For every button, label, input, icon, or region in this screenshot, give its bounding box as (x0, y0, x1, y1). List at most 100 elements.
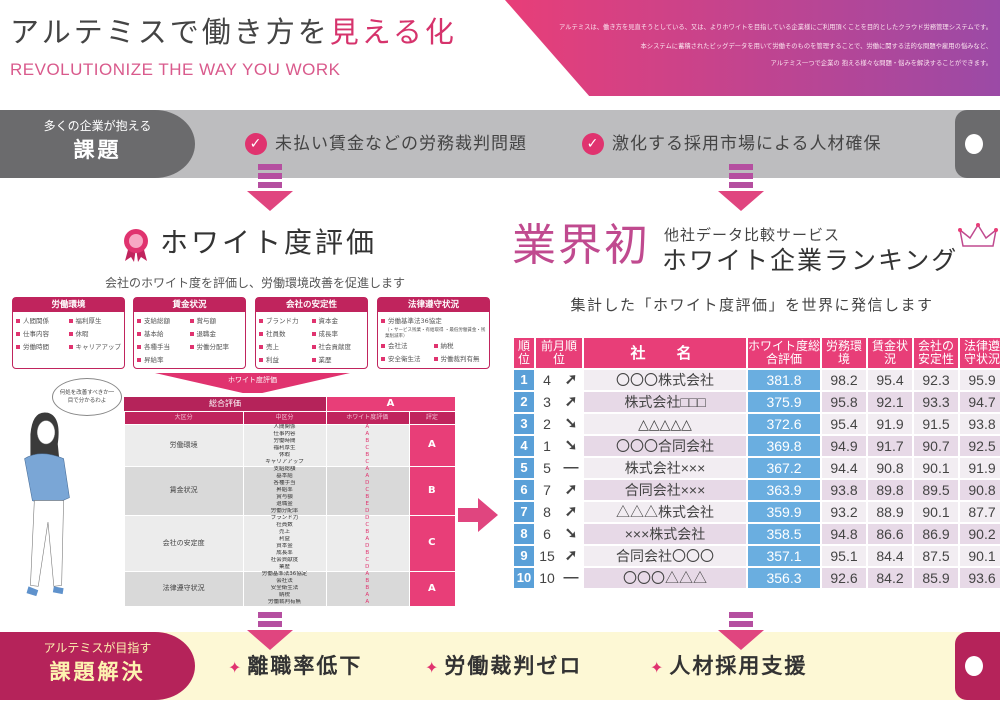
eval-sub-name: 退職金 (243, 501, 326, 508)
ranking-header-cell: 賃金状況 (868, 338, 913, 368)
eval-sub-grade: C (326, 522, 409, 529)
total-value: A (325, 397, 455, 411)
eval-row: 会社の安定度 ブランド力 D C (124, 515, 455, 571)
score-cell: 91.7 (868, 436, 913, 456)
rank-cell: 4 (514, 436, 534, 456)
category-item: 仕事内容 (16, 328, 69, 341)
sparkle-icon: ✦ (650, 658, 666, 677)
eval-row: 利益 A (124, 536, 455, 543)
score-cell: 92.3 (914, 370, 959, 390)
eval-sub-grade: E (326, 501, 409, 508)
category-title: 賃金状況 (134, 298, 245, 312)
eval-group-grade: A (408, 571, 455, 606)
eval-sub-grade: B (326, 494, 409, 501)
eval-row: 売上 B (124, 529, 455, 536)
eval-row: 基本給 A (124, 473, 455, 480)
solution-text: 労働裁判ゼロ (444, 654, 583, 678)
eval-group-name: 賃金状況 (124, 466, 243, 515)
company-name-cell: 株式会社□□□ (584, 392, 747, 412)
total-score-cell: 358.5 (748, 524, 821, 544)
score-cell: 93.6 (960, 568, 1000, 588)
eval-sub-name: 仕事内容 (243, 431, 326, 438)
solutions-lead: アルテミスが目指す 課題解決 (0, 632, 195, 700)
intro-line: アルテミス一つで企業の 抱える様々な問題・悩みを解決することができます。 (770, 60, 992, 67)
score-cell: 95.4 (868, 370, 913, 390)
category-item: 基本給 (137, 328, 190, 341)
trend-up-icon: ➚ (560, 480, 583, 500)
prev-rank-cell: 7 (536, 480, 558, 500)
eval-row: 仕事内容 A (124, 431, 455, 438)
eval-row: 労働分配率 D (124, 508, 455, 515)
solutions-lead-small: アルテミスが目指す (43, 641, 152, 655)
eval-sub-grade: A (326, 431, 409, 438)
score-cell: 90.2 (960, 524, 1000, 544)
eval-sub-name: 基本給 (243, 473, 326, 480)
eval-row: 昇給率 C (124, 487, 455, 494)
total-score-cell: 375.9 (748, 392, 821, 412)
eval-row: 労働環境 人間関係 A A (124, 424, 455, 466)
eval-sub-name: 安全衛生法 (243, 585, 326, 592)
eval-sub-name: ブランド力 (243, 515, 326, 522)
trend-down-icon: ➘ (560, 414, 583, 434)
page-subtitle: REVOLUTIONIZE THE WAY YOU WORK (10, 60, 341, 79)
solution-text: 離職率低下 (247, 654, 363, 678)
eval-sub-grade: A (326, 466, 409, 473)
eval-sub-grade: A (326, 571, 409, 578)
down-arrow-icon (247, 612, 293, 650)
eval-sub-name: 人間関係 (243, 424, 326, 431)
score-cell: 95.9 (960, 370, 1000, 390)
eval-sub-name: 休暇 (243, 452, 326, 459)
eval-group-name: 法律遵守状況 (124, 571, 243, 606)
eval-sub-grade: B (326, 452, 409, 459)
eval-row: 退職金 E (124, 501, 455, 508)
score-cell: 90.8 (868, 458, 913, 478)
ranking-row: 2 3 ➚ 株式会社□□□ 375.9 95.8 92.1 93.3 94.7 (514, 392, 1000, 412)
eval-sub-grade: A (326, 424, 409, 431)
eval-sub-grade: A (326, 599, 409, 606)
category-item: 退職金 (190, 328, 243, 341)
prev-rank-cell: 10 (536, 568, 558, 588)
eval-sub-name: 業歴 (243, 564, 326, 571)
check-icon: ✓ (245, 133, 267, 155)
trend-up-icon: ➚ (560, 502, 583, 522)
ranking-header-cell: 社 名 (584, 338, 747, 368)
score-cell: 98.2 (822, 370, 867, 390)
eval-sub-name: キャリアアップ (243, 459, 326, 466)
eval-row: 賞与額 B (124, 494, 455, 501)
eval-row: 賃金状況 支給総額 A B (124, 466, 455, 515)
company-name-cell: 株式会社××× (584, 458, 747, 478)
company-name-cell: 合同会社××× (584, 480, 747, 500)
eval-group-name: 労働環境 (124, 424, 243, 466)
eval-row: 納税 A (124, 592, 455, 599)
total-row: 総合評価 A (124, 397, 455, 411)
trend-same-icon: — (560, 568, 583, 588)
score-cell: 93.3 (914, 392, 959, 412)
score-cell: 91.9 (868, 414, 913, 434)
ranking-row: 4 1 ➘ 〇〇〇合同会社 369.8 94.9 91.7 90.7 92.5 (514, 436, 1000, 456)
eval-row: 福利厚生 C (124, 445, 455, 452)
total-score-cell: 367.2 (748, 458, 821, 478)
sparkle-icon: ✦ (425, 658, 441, 677)
solution-item: ✦ 離職率低下 (228, 652, 362, 682)
eval-sub-name: 売上 (243, 529, 326, 536)
funnel-arrow: ホワイト度評価 (155, 373, 350, 393)
category-item: 売上 (259, 341, 312, 354)
ranking-title: ホワイト企業ランキング (662, 246, 959, 275)
intro-line: アルテミスは、働き方を見直そうとしている、又は、よりホワイトを目指している企業様… (559, 24, 992, 31)
company-name-cell: △△△△△ (584, 414, 747, 434)
title-highlight: 見える化 (329, 15, 457, 49)
down-arrow-icon (247, 164, 293, 211)
prev-rank-cell: 5 (536, 458, 558, 478)
category-item: 賞与額 (190, 315, 243, 328)
trend-down-icon: ➘ (560, 436, 583, 456)
category-title: 労働環境 (13, 298, 124, 312)
company-name-cell: ×××株式会社 (584, 524, 747, 544)
category-item: 福利厚生 (69, 315, 122, 328)
check-icon: ✓ (582, 133, 604, 155)
prev-rank-cell: 4 (536, 370, 558, 390)
issues-lead-small: 多くの企業が抱える (43, 119, 152, 133)
speech-bubble: 何処を改善すべきか一目で分かるわよ (52, 378, 122, 416)
company-name-cell: 〇〇〇株式会社 (584, 370, 747, 390)
ranking-subtitle: 集計した「ホワイト度評価」を世界に発信します (570, 296, 934, 314)
industry-first-label: 業界初 (512, 220, 650, 271)
